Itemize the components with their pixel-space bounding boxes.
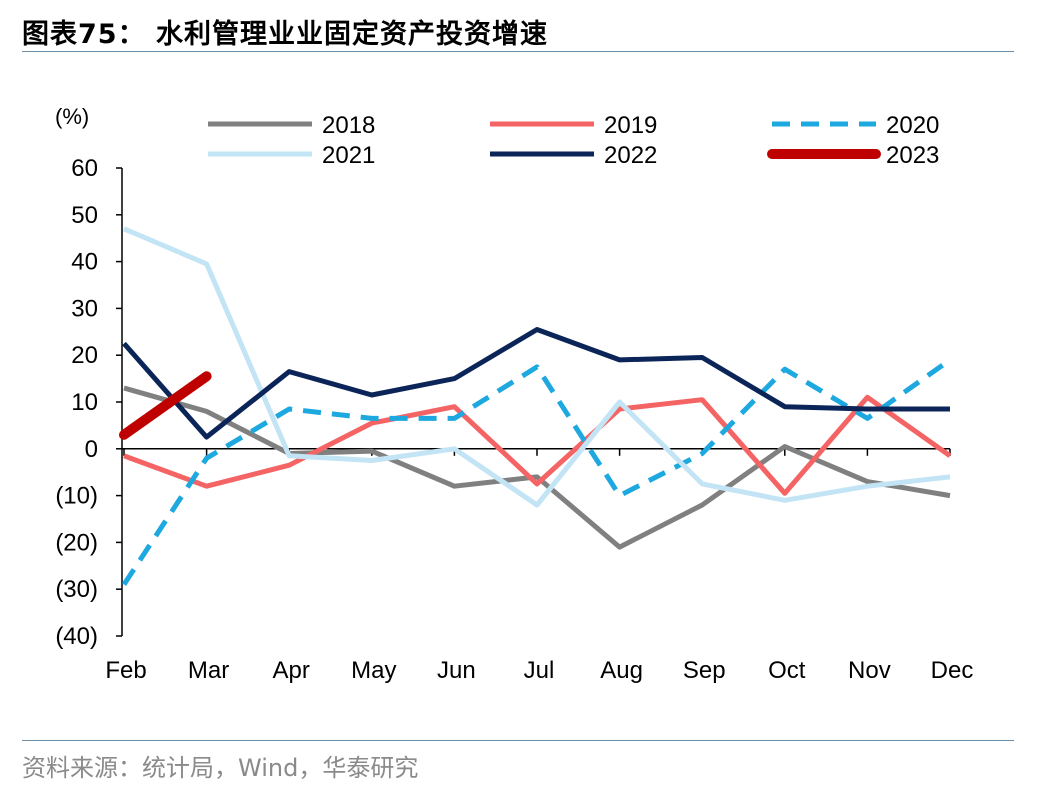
x-tick-label: Feb [105, 657, 146, 684]
y-tick-label: (20) [55, 529, 98, 556]
y-unit-label: (%) [55, 104, 89, 129]
y-tick-label: 40 [71, 249, 98, 276]
x-tick-label: Jun [437, 657, 476, 684]
y-tick-label: 0 [85, 436, 98, 463]
y-tick-label: (10) [55, 483, 98, 510]
y-tick-label: 60 [71, 155, 98, 182]
x-tick-label: Nov [848, 657, 891, 684]
x-tick-label: May [351, 657, 396, 684]
x-tick-label: Sep [683, 657, 726, 684]
series-line-2020 [121, 357, 952, 586]
x-tick-label: Oct [768, 657, 806, 684]
title-divider [22, 51, 1014, 52]
x-tick-label: Apr [273, 657, 310, 684]
y-tick-label: 30 [71, 295, 98, 322]
legend-label-2019: 2019 [604, 112, 657, 139]
x-tick-label: Mar [188, 657, 229, 684]
y-tick-label: (40) [55, 623, 98, 650]
source-note: 资料来源：统计局，Wind，华泰研究 [22, 754, 419, 782]
series-layer [119, 226, 952, 586]
y-tick-label: 20 [71, 342, 98, 369]
y-tick-label: 10 [71, 389, 98, 416]
legend-label-2018: 2018 [322, 112, 375, 139]
series-line-2023 [119, 371, 212, 440]
chart-axes: 60 50 40 30 20 10 0 (10) (20) (30) (40) Feb Mar Apr Ma… [55, 155, 973, 684]
source-divider [22, 740, 1014, 741]
legend-label-2023: 2023 [886, 142, 939, 169]
series-line-2019 [123, 394, 952, 496]
y-tick-label: (30) [55, 576, 98, 603]
figure-title: 图表75： 水利管理业业固定资产投资增速 [22, 19, 548, 50]
series-line-2018 [123, 385, 951, 550]
y-tick-label: 50 [71, 202, 98, 229]
legend-label-2020: 2020 [886, 112, 939, 139]
line-chart: (%) 60 50 40 30 20 10 0 (10) (20) (30) (40) Feb Mar A… [55, 104, 973, 684]
chart-legend: 2018 2019 2020 2021 2022 2023 [208, 112, 939, 169]
x-tick-label: Dec [931, 657, 974, 684]
x-tick-label: Aug [600, 657, 643, 684]
x-tick-label: Jul [524, 657, 555, 684]
legend-label-2022: 2022 [604, 142, 657, 169]
series-line-2022 [122, 327, 950, 440]
legend-label-2021: 2021 [322, 142, 375, 169]
